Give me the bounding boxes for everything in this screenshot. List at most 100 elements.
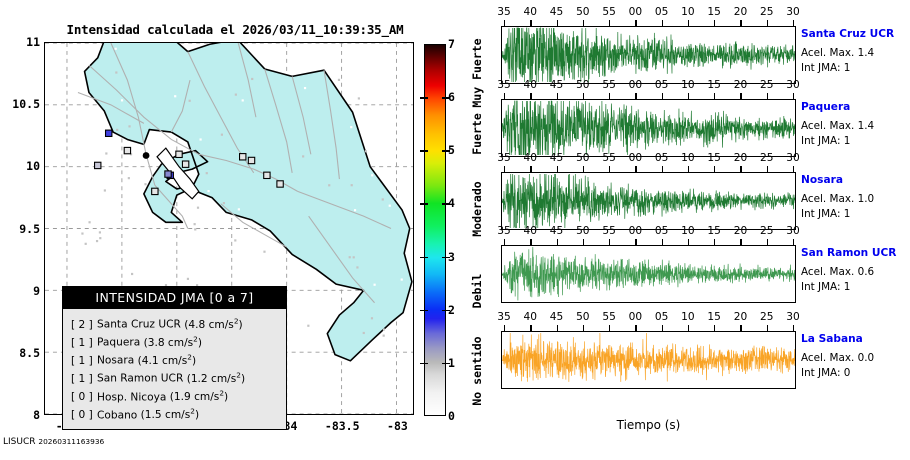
map-station-marker <box>175 150 183 159</box>
map-station-marker <box>239 153 247 161</box>
time-tick-label: 05 <box>654 79 669 91</box>
time-tick-labels: 35 40 45 50 55 00 05 10 15 20 25 30 <box>497 79 799 93</box>
station-max-acceleration: Acel. Max. 0.0 <box>801 352 875 364</box>
time-tick-label: 40 <box>523 79 538 91</box>
time-tick-labels: 35 40 45 50 55 00 05 10 15 20 25 30 <box>497 311 800 325</box>
map-settlement-dot <box>388 204 391 207</box>
map-settlement-dot <box>350 126 353 129</box>
map-settlement-dot <box>115 71 118 74</box>
time-tick-label: 05 <box>654 311 669 323</box>
time-tick-label: 30 <box>786 311 800 323</box>
time-tick-label: 50 <box>576 152 590 164</box>
station-name-label[interactable]: Santa Cruz UCR <box>801 28 895 40</box>
time-tick <box>635 166 637 172</box>
page-title: Intensidad calculada el 2026/03/11_10:39… <box>66 22 404 37</box>
colorbar-tick <box>442 362 450 365</box>
latitude-tick-label: 9.5 <box>19 221 40 236</box>
map-settlement-dot <box>357 97 360 100</box>
time-tick <box>661 93 663 99</box>
seismogram-trace[interactable] <box>501 331 796 389</box>
seismogram-trace[interactable] <box>501 26 796 84</box>
map-road <box>77 91 145 124</box>
time-tick-label: 30 <box>786 152 800 164</box>
map-station-marker <box>123 146 132 155</box>
time-tick <box>740 239 742 245</box>
legend-station-name: Cobano <box>97 409 141 422</box>
colorbar-number: 3 <box>448 249 455 264</box>
legend-station-name: Nosara <box>97 354 138 367</box>
legend-station-list: [ 2 ] Santa Cruz UCR (4.8 cm/s2) [ 1 ] Paqu… <box>63 309 286 429</box>
colorbar-category: Muy Fuerte <box>470 38 484 108</box>
map-settlement-dot <box>371 174 374 177</box>
map-settlement-dot <box>151 275 154 278</box>
intensity-colorbar <box>420 44 450 416</box>
time-tick <box>766 239 769 245</box>
time-tick-label: 50 <box>576 6 590 18</box>
colorbar-tick <box>420 362 428 365</box>
map-settlement-dot <box>322 306 325 310</box>
map-settlement-dot <box>337 78 341 81</box>
station-jma-intensity: Int JMA: 1 <box>801 281 851 293</box>
map-road <box>110 43 156 186</box>
latitude-tick-label: 11 <box>26 35 40 49</box>
map-settlement-dot <box>116 128 119 132</box>
map-settlement-dot <box>237 208 240 211</box>
time-tick-label: 25 <box>759 152 774 164</box>
station-name-label[interactable]: La Sabana <box>801 333 863 345</box>
time-tick <box>556 325 558 331</box>
map-settlement-dot <box>234 239 237 242</box>
map-settlement-dot <box>127 177 130 180</box>
map-station-marker <box>93 161 102 170</box>
map-settlement-dot <box>130 171 133 174</box>
time-tick <box>582 166 585 172</box>
waveform-canvas <box>502 27 795 83</box>
time-tick <box>793 166 795 172</box>
seismogram-trace[interactable] <box>501 245 796 303</box>
time-tick-label: 15 <box>707 225 721 237</box>
time-tick-label: 50 <box>576 79 590 91</box>
map-settlement-dot <box>196 206 200 209</box>
time-tick-label: 15 <box>707 152 721 164</box>
time-tick-label: 50 <box>576 225 590 237</box>
time-tick <box>504 325 506 331</box>
map-settlement-dot <box>220 133 223 136</box>
time-tick <box>687 239 690 245</box>
time-tick <box>766 325 769 331</box>
costa-rica-landmass <box>83 43 413 362</box>
station-name-label[interactable]: San Ramon UCR <box>801 247 897 259</box>
seismogram-trace[interactable] <box>501 99 796 157</box>
waveform-path <box>502 27 795 83</box>
time-tick-label: 20 <box>733 225 748 237</box>
colorbar-tick <box>442 256 450 259</box>
station-name-label[interactable]: Nosara <box>801 174 843 186</box>
map-settlement-dot <box>224 226 227 230</box>
station-jma-intensity: Int JMA: 1 <box>801 62 851 74</box>
map-settlement-dot <box>205 172 208 175</box>
map-settlement-dot <box>373 283 376 286</box>
map-settlement-dot <box>302 155 305 158</box>
latitude-axis: 11 10.5 10 9.5 9 8.5 8 <box>0 35 40 422</box>
legend-station-accel: (1.5 cm/s2) <box>140 406 200 422</box>
time-tick-label: 10 <box>681 79 695 91</box>
time-tick <box>635 239 637 245</box>
map-road <box>323 70 340 180</box>
latitude-tick-label: 8 <box>33 408 40 422</box>
time-tick <box>635 20 637 26</box>
seismogram-trace[interactable] <box>501 172 796 230</box>
station-name-label[interactable]: Paquera <box>801 101 851 113</box>
waveform-path <box>502 332 795 382</box>
map-settlement-dot <box>103 189 106 192</box>
time-tick-label: 45 <box>549 225 564 237</box>
colorbar-number: 6 <box>448 90 455 105</box>
map-settlement-dot <box>356 266 359 269</box>
map-road <box>237 43 257 118</box>
time-tick-labels: 35 40 45 50 55 00 05 10 15 20 25 30 <box>497 6 799 20</box>
map-settlement-dot <box>381 198 384 201</box>
map-settlement-dot <box>120 99 124 102</box>
time-tick-label: 05 <box>654 152 669 164</box>
legend-intensity-level: [ 0 ] <box>71 391 93 404</box>
time-tick-label: 00 <box>628 152 643 164</box>
colorbar-category-labels: Muy Fuerte Fuerte Moderado Debil No sentido <box>466 39 488 416</box>
colorbar-tick <box>420 97 428 99</box>
map-settlement-dot <box>84 242 87 245</box>
